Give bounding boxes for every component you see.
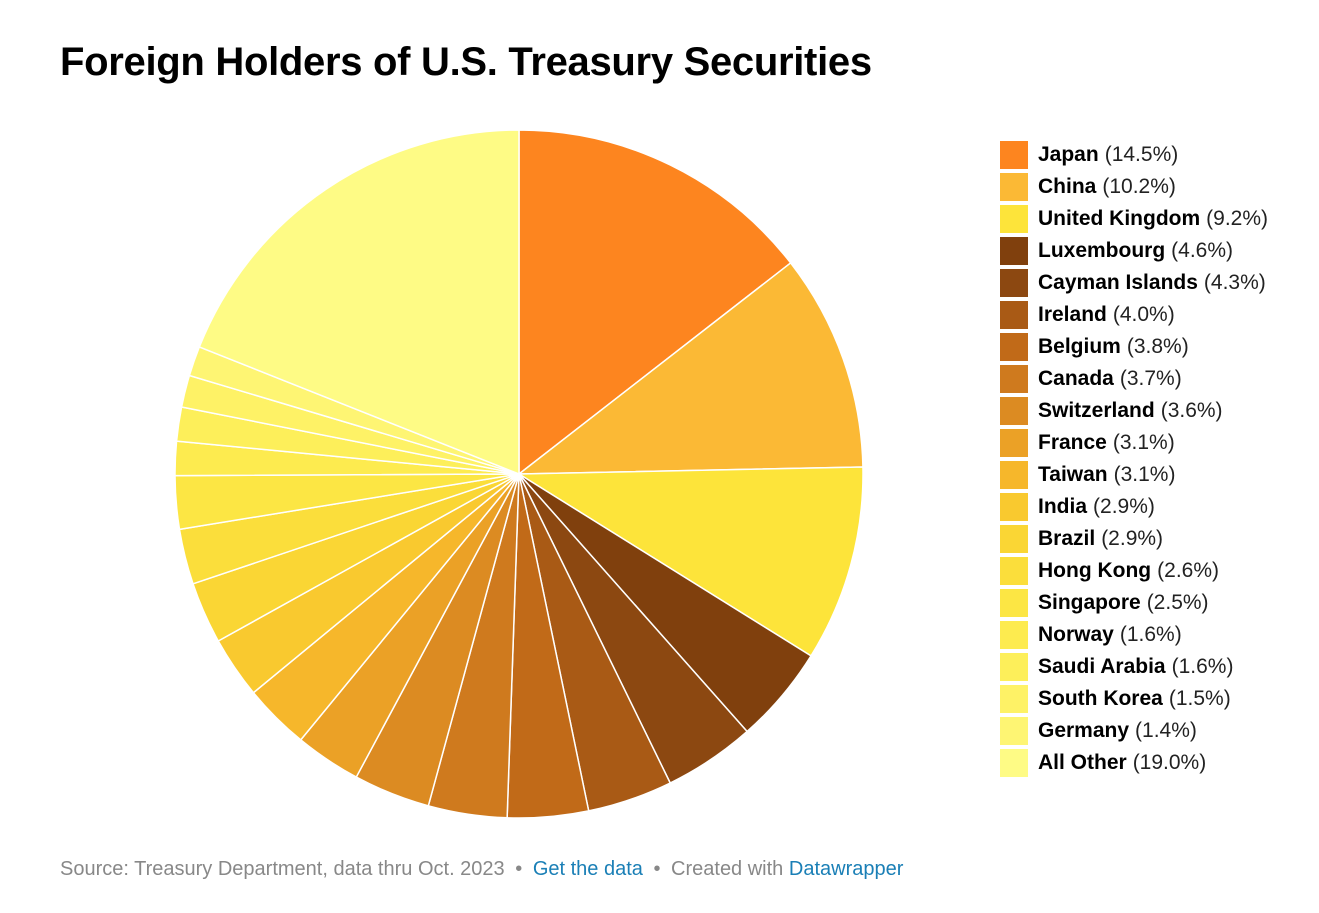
legend-label: Switzerland xyxy=(1038,399,1155,422)
legend-label: Cayman Islands xyxy=(1038,271,1198,294)
legend-label: Belgium xyxy=(1038,335,1121,358)
legend-percent: (4.6%) xyxy=(1171,239,1234,262)
pie-slice-china xyxy=(518,262,864,475)
legend-item: Brazil (2.9%) xyxy=(1000,523,1268,555)
legend-swatch xyxy=(1000,589,1028,617)
legend-label: Japan xyxy=(1038,143,1099,166)
legend-percent: (3.6%) xyxy=(1160,399,1223,422)
legend-item: Saudi Arabia (1.6%) xyxy=(1000,651,1268,683)
legend-label: Ireland xyxy=(1038,303,1107,326)
legend-item: Belgium (3.8%) xyxy=(1000,331,1268,363)
legend-item: All Other (19.0%) xyxy=(1000,747,1268,779)
footer-separator: • xyxy=(515,858,523,880)
legend-swatch xyxy=(1000,557,1028,585)
legend-swatch xyxy=(1000,301,1028,329)
legend-percent: (3.1%) xyxy=(1113,463,1176,486)
legend-swatch xyxy=(1000,333,1028,361)
legend-item: Singapore (2.5%) xyxy=(1000,587,1268,619)
legend-swatch xyxy=(1000,653,1028,681)
legend-label: Canada xyxy=(1038,367,1114,390)
legend-swatch xyxy=(1000,749,1028,777)
legend-percent: (3.8%) xyxy=(1126,335,1189,358)
legend-percent: (1.6%) xyxy=(1119,623,1182,646)
legend-percent: (19.0%) xyxy=(1132,751,1207,774)
pie-slice-all-other xyxy=(198,129,520,475)
legend-label: Germany xyxy=(1038,719,1130,742)
datawrapper-link[interactable]: Datawrapper xyxy=(788,858,904,880)
legend-item: Cayman Islands (4.3%) xyxy=(1000,267,1268,299)
legend-label: Saudi Arabia xyxy=(1038,655,1166,678)
legend-label: Luxembourg xyxy=(1038,239,1166,262)
legend-label: Singapore xyxy=(1038,591,1141,614)
legend-percent: (4.3%) xyxy=(1203,271,1266,294)
legend: Japan (14.5%) China (10.2%) United Kingdom (9… xyxy=(1000,139,1268,779)
legend-percent: (2.9%) xyxy=(1093,495,1155,518)
legend-item: Germany (1.4%) xyxy=(1000,715,1268,747)
legend-percent: (9.2%) xyxy=(1206,207,1269,230)
chart-title: Foreign Holders of U.S. Treasury Securit… xyxy=(60,40,872,84)
pie-slice-united-kingdom xyxy=(518,466,864,657)
legend-item: Canada (3.7%) xyxy=(1000,363,1268,395)
legend-swatch xyxy=(1000,717,1028,745)
legend-percent: (3.7%) xyxy=(1119,367,1182,390)
legend-label: United Kingdom xyxy=(1038,207,1201,230)
legend-item: China (10.2%) xyxy=(1000,171,1268,203)
legend-percent: (4.0%) xyxy=(1112,303,1175,326)
legend-item: Switzerland (3.6%) xyxy=(1000,395,1268,427)
legend-percent: (1.5%) xyxy=(1168,687,1231,710)
legend-item: Ireland (4.0%) xyxy=(1000,299,1268,331)
footer-separator: • xyxy=(653,858,661,880)
legend-label: France xyxy=(1038,431,1107,454)
legend-swatch xyxy=(1000,493,1028,521)
legend-swatch xyxy=(1000,365,1028,393)
get-the-data-link[interactable]: Get the data xyxy=(532,858,643,880)
pie-slice-japan xyxy=(518,129,792,475)
legend-percent: (1.6%) xyxy=(1171,655,1234,678)
legend-item: India (2.9%) xyxy=(1000,491,1268,523)
legend-label: South Korea xyxy=(1038,687,1163,710)
legend-swatch xyxy=(1000,141,1028,169)
legend-swatch xyxy=(1000,429,1028,457)
legend-swatch xyxy=(1000,525,1028,553)
legend-label: China xyxy=(1038,175,1097,198)
legend-label: Brazil xyxy=(1038,527,1096,550)
legend-label: India xyxy=(1038,495,1088,518)
legend-percent: (2.9%) xyxy=(1101,527,1164,550)
created-with-text: Created with xyxy=(671,858,784,880)
pie-slices xyxy=(174,129,864,819)
legend-swatch xyxy=(1000,173,1028,201)
source-note: Source: Treasury Department, data thru O… xyxy=(60,858,505,880)
legend-percent: (3.1%) xyxy=(1112,431,1175,454)
legend-swatch xyxy=(1000,621,1028,649)
legend-swatch xyxy=(1000,237,1028,265)
legend-percent: (10.2%) xyxy=(1102,175,1176,198)
footer: Source: Treasury Department, data thru O… xyxy=(60,858,903,881)
legend-item: United Kingdom (9.2%) xyxy=(1000,203,1268,235)
legend-label: All Other xyxy=(1038,751,1127,774)
legend-item: Japan (14.5%) xyxy=(1000,139,1268,171)
legend-swatch xyxy=(1000,205,1028,233)
legend-item: Luxembourg (4.6%) xyxy=(1000,235,1268,267)
legend-item: South Korea (1.5%) xyxy=(1000,683,1268,715)
legend-swatch xyxy=(1000,685,1028,713)
legend-item: France (3.1%) xyxy=(1000,427,1268,459)
legend-item: Taiwan (3.1%) xyxy=(1000,459,1268,491)
legend-percent: (2.6%) xyxy=(1157,559,1219,582)
legend-item: Norway (1.6%) xyxy=(1000,619,1268,651)
legend-label: Taiwan xyxy=(1038,463,1108,486)
legend-label: Norway xyxy=(1038,623,1114,646)
legend-percent: (14.5%) xyxy=(1104,143,1179,166)
legend-label: Hong Kong xyxy=(1038,559,1152,582)
legend-percent: (2.5%) xyxy=(1146,591,1209,614)
legend-item: Hong Kong (2.6%) xyxy=(1000,555,1268,587)
legend-percent: (1.4%) xyxy=(1135,719,1197,742)
legend-swatch xyxy=(1000,461,1028,489)
legend-swatch xyxy=(1000,269,1028,297)
legend-swatch xyxy=(1000,397,1028,425)
